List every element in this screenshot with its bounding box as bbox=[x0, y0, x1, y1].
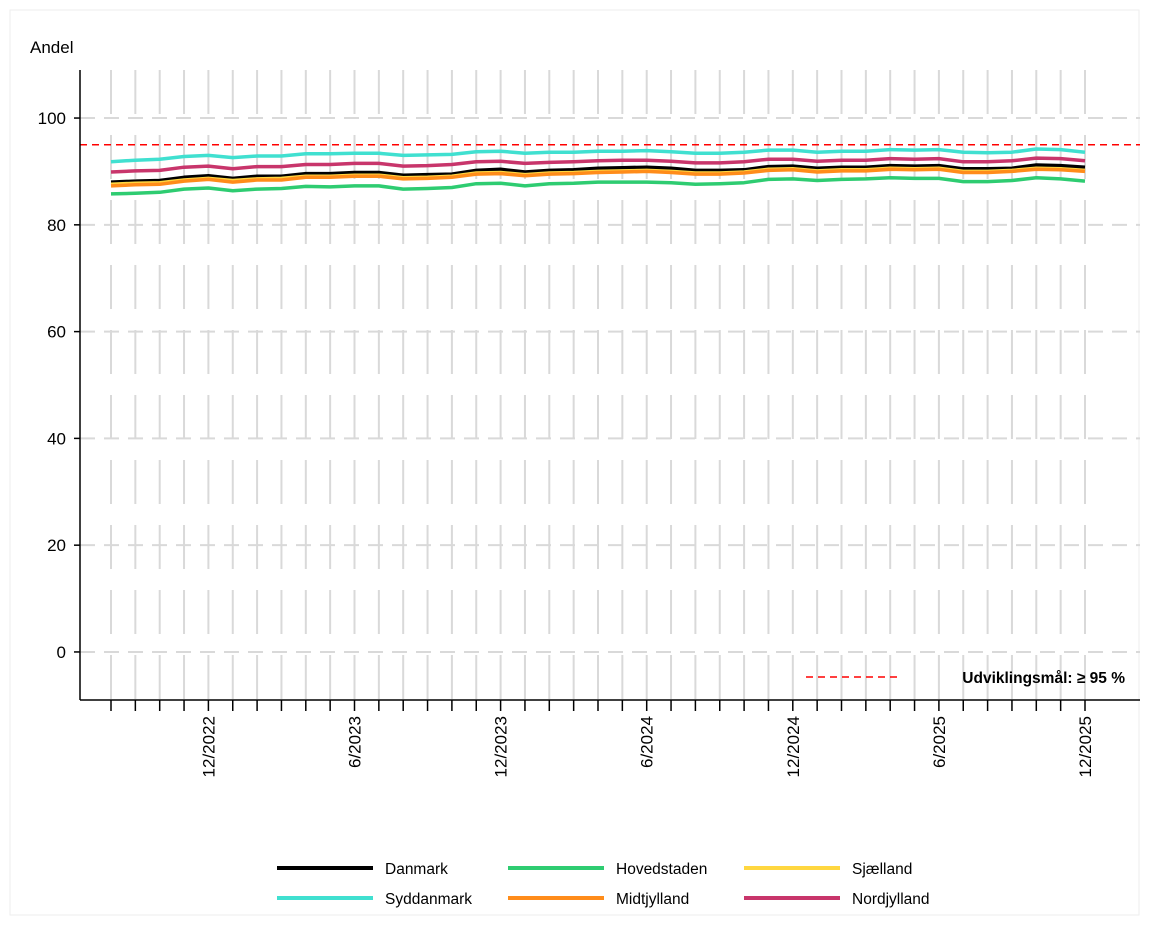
x-tick-label: 6/2025 bbox=[930, 716, 949, 768]
series-line-midtjylland bbox=[110, 167, 1086, 188]
y-tick-label: 60 bbox=[47, 323, 66, 342]
legend-label: Sjælland bbox=[852, 861, 912, 878]
legend-label: Midtjylland bbox=[616, 891, 689, 908]
y-tick-label: 100 bbox=[38, 109, 66, 128]
legend-label: Hovedstaden bbox=[616, 861, 707, 878]
x-tick-label: 12/2022 bbox=[199, 716, 218, 777]
reference-line-legend: Udviklingsmål: ≥ 95 % bbox=[806, 670, 1125, 687]
series-line-nordjylland bbox=[110, 156, 1086, 174]
y-tick-label: 80 bbox=[47, 216, 66, 235]
y-tick-label: 0 bbox=[57, 643, 66, 662]
x-tick-label: 12/2024 bbox=[784, 716, 803, 777]
legend-label: Syddanmark bbox=[385, 891, 472, 908]
y-tick-label: 40 bbox=[47, 429, 66, 448]
series-layer bbox=[110, 147, 1086, 196]
y-tick-label: 20 bbox=[47, 536, 66, 555]
x-tick-label: 6/2023 bbox=[346, 716, 365, 768]
reference-legend-label: Udviklingsmål: ≥ 95 % bbox=[962, 670, 1125, 687]
legend-label: Danmark bbox=[385, 861, 448, 878]
x-tick-label: 12/2023 bbox=[492, 716, 511, 777]
x-tick-label: 6/2024 bbox=[638, 716, 657, 768]
legend-label: Nordjylland bbox=[852, 891, 930, 908]
series-line-danmark bbox=[110, 163, 1086, 184]
legend: Danmark Hovedstaden Sjælland Syddanmark Midt… bbox=[277, 861, 930, 908]
series-line-syddanmark bbox=[110, 147, 1086, 164]
x-tick-label: 12/2025 bbox=[1076, 716, 1095, 777]
series-line-hovedstaden bbox=[110, 176, 1086, 196]
axis-layer: 0 20 40 60 80 100 12/2022 6/2023 12/2023 6/2024 12… bbox=[38, 70, 1140, 777]
y-axis-title: Andel bbox=[30, 38, 73, 57]
